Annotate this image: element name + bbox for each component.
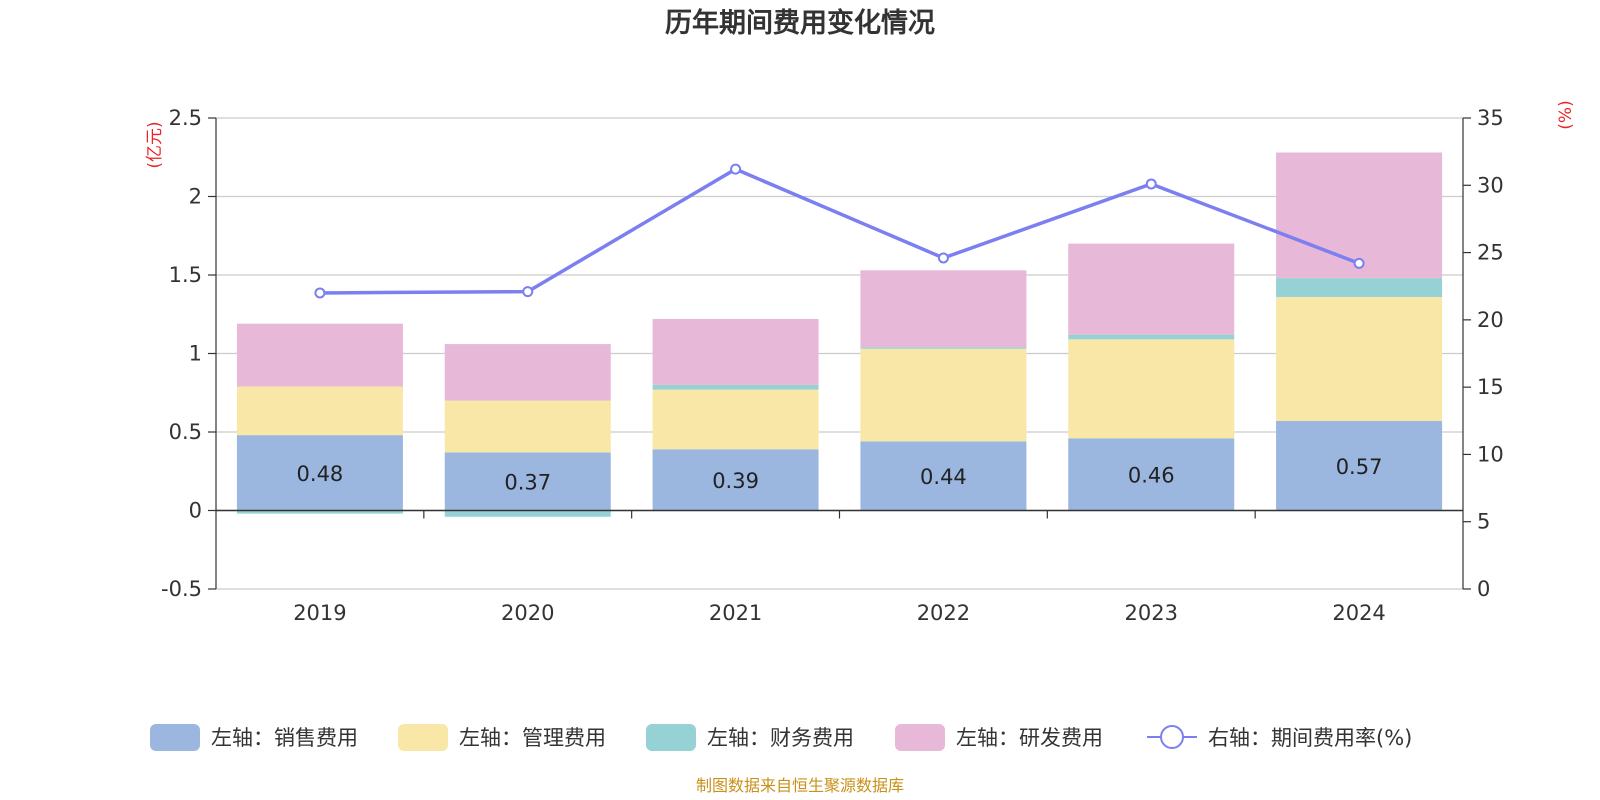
right-tick-label: 30 bbox=[1477, 173, 1504, 197]
bar-segment bbox=[236, 510, 403, 514]
bar-segment bbox=[652, 318, 819, 385]
bar-segment bbox=[1276, 296, 1443, 422]
bar-segment bbox=[860, 348, 1027, 442]
legend-swatch-circle bbox=[1160, 725, 1184, 749]
bar-segment bbox=[444, 344, 611, 401]
x-tick-label: 2022 bbox=[917, 601, 970, 625]
right-tick-label: 0 bbox=[1477, 577, 1490, 601]
bar-labels: 0.48 0.37 0.39 0.44 0.46 0.57 bbox=[297, 455, 1383, 495]
legend-swatch bbox=[150, 724, 200, 751]
legend-label: 左轴：研发费用 bbox=[956, 726, 1103, 750]
legend-label: 右轴：期间费用率(%) bbox=[1208, 726, 1412, 750]
x-tick-label: 2019 bbox=[293, 601, 346, 625]
bar-segment bbox=[1276, 152, 1443, 279]
legend-swatch bbox=[895, 724, 945, 751]
rate-line bbox=[314, 163, 1365, 299]
bar-segment bbox=[444, 400, 611, 453]
right-tick-label: 5 bbox=[1477, 510, 1490, 534]
left-tick-label: 2 bbox=[189, 185, 202, 209]
bar-segment bbox=[652, 384, 819, 390]
right-tick-label: 20 bbox=[1477, 308, 1504, 332]
bar-data-label: 0.37 bbox=[504, 470, 551, 494]
left-axis-unit: (亿元) bbox=[145, 121, 165, 168]
bar-data-label: 0.48 bbox=[297, 462, 344, 486]
rate-line-path bbox=[319, 167, 1360, 295]
x-tick-label: 2023 bbox=[1125, 601, 1178, 625]
rate-point bbox=[937, 252, 949, 264]
bars bbox=[236, 152, 1443, 517]
legend-label: 左轴：财务费用 bbox=[707, 726, 854, 750]
bar-segment bbox=[860, 441, 1027, 511]
bar-segment bbox=[1068, 243, 1235, 335]
bar-segment bbox=[1068, 438, 1235, 511]
left-tick-label: -0.5 bbox=[161, 577, 202, 601]
right-tick-label: 10 bbox=[1477, 442, 1504, 466]
x-tick-label: 2021 bbox=[709, 601, 762, 625]
bar-data-label: 0.57 bbox=[1336, 455, 1383, 479]
chart-title: 历年期间费用变化情况 bbox=[665, 7, 935, 39]
x-tick-label: 2020 bbox=[501, 601, 554, 625]
bar-data-label: 0.44 bbox=[920, 465, 967, 489]
left-tick-label: 0.5 bbox=[169, 420, 202, 444]
right-axis-unit: (%) bbox=[1556, 100, 1576, 129]
bar-segment bbox=[236, 386, 403, 436]
bar-segment bbox=[236, 323, 403, 387]
rate-point bbox=[522, 286, 534, 298]
rate-point bbox=[1145, 178, 1157, 190]
rate-point bbox=[730, 163, 742, 175]
rate-point bbox=[314, 287, 326, 299]
bar-segment bbox=[236, 435, 403, 511]
bar-segment bbox=[1068, 339, 1235, 439]
right-tick-label: 25 bbox=[1477, 241, 1504, 265]
legend-swatch bbox=[398, 724, 448, 751]
legend: 左轴：销售费用 左轴：管理费用 左轴：财务费用 左轴：研发费用 右轴：期间费用率(%) bbox=[150, 724, 1412, 751]
right-tick-label: 15 bbox=[1477, 375, 1504, 399]
bar-segment bbox=[444, 510, 611, 517]
bar-segment bbox=[1068, 334, 1235, 340]
bar-segment bbox=[444, 452, 611, 511]
legend-label: 左轴：销售费用 bbox=[211, 726, 358, 750]
legend-swatch bbox=[646, 724, 696, 751]
left-tick-label: 1 bbox=[189, 342, 202, 366]
left-tick-label: 2.5 bbox=[169, 106, 202, 130]
bar-data-label: 0.39 bbox=[712, 469, 759, 493]
bar-segment bbox=[652, 449, 819, 511]
bar-segment bbox=[860, 270, 1027, 348]
bar-segment bbox=[652, 389, 819, 450]
legend-label: 左轴：管理费用 bbox=[459, 726, 606, 750]
x-tick-label: 2024 bbox=[1332, 601, 1385, 625]
bar-data-label: 0.46 bbox=[1128, 463, 1175, 487]
left-tick-label: 1.5 bbox=[169, 263, 202, 287]
left-tick-label: 0 bbox=[189, 499, 202, 523]
bar-segment bbox=[1276, 421, 1443, 511]
source-note: 制图数据来自恒生聚源数据库 bbox=[696, 776, 904, 795]
bar-segment bbox=[1276, 278, 1443, 297]
axes: -0.5 0 0.5 1 1.5 2 2.5 0 5 10 15 20 25 30 35 2019 2020 20… bbox=[161, 106, 1504, 625]
rate-point bbox=[1353, 257, 1365, 269]
bar-segment bbox=[860, 347, 1027, 349]
right-tick-label: 35 bbox=[1477, 106, 1504, 130]
